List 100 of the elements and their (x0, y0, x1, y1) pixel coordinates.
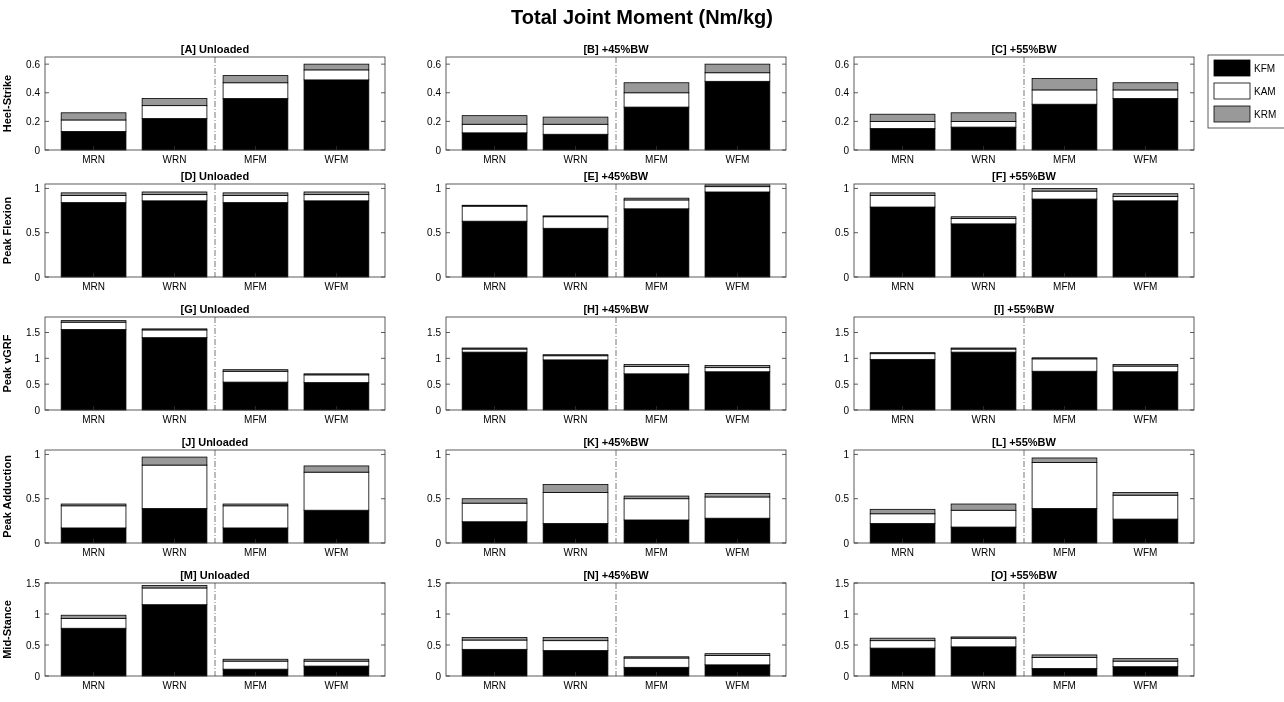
chart-title: [A] Unloaded (180, 43, 250, 55)
x-tick-label: MRN (891, 154, 914, 165)
y-tick-label: 0 (34, 271, 41, 283)
bar (1112, 193, 1179, 197)
y-tick-label: 0.5 (26, 227, 41, 239)
y-tick-label: 1 (435, 608, 442, 620)
y-tick-label: 0.5 (835, 227, 850, 239)
y-tick-label: 0 (843, 537, 850, 549)
y-tick-label: 0 (435, 144, 442, 156)
x-tick-label: WFM (324, 281, 349, 292)
y-tick-label: 1 (843, 352, 850, 364)
y-tick-label: 1.5 (835, 577, 850, 589)
y-tick-label: 0.5 (835, 378, 850, 390)
x-tick-label: WRN (971, 547, 996, 558)
y-axis-title: Peak Flexion (1, 196, 13, 265)
bar (461, 351, 528, 411)
y-tick-label: 1 (34, 182, 41, 194)
chart-title: [C] +55%BW (991, 43, 1058, 55)
bar (869, 358, 936, 411)
x-tick-label: MRN (483, 154, 506, 165)
bar (704, 365, 771, 369)
y-tick-label: 1 (34, 608, 41, 620)
chart-title: [I] +55%BW (993, 303, 1055, 315)
y-tick-label: 1 (843, 448, 850, 460)
y-tick-label: 0 (435, 537, 442, 549)
x-tick-label: WFM (1133, 281, 1158, 292)
chart-title: [G] Unloaded (180, 303, 250, 315)
y-tick-label: 0.5 (427, 639, 442, 651)
x-tick-label: MRN (483, 680, 506, 691)
x-tick-label: MRN (82, 547, 105, 558)
x-tick-label: MRN (891, 414, 914, 425)
chart-title: [N] +45%BW (583, 569, 650, 581)
x-tick-label: WRN (563, 547, 588, 558)
chart-title: [L] +55%BW (992, 436, 1057, 448)
y-tick-label: 0.4 (427, 87, 442, 99)
bar (542, 359, 609, 411)
x-tick-label: WRN (971, 680, 996, 691)
y-tick-label: 0 (435, 271, 442, 283)
x-tick-label: WFM (725, 680, 750, 691)
x-tick-label: MFM (645, 547, 668, 558)
y-tick-label: 0.4 (835, 87, 850, 99)
y-tick-label: 0 (34, 404, 41, 416)
x-tick-label: WFM (1133, 547, 1158, 558)
x-tick-label: WRN (563, 414, 588, 425)
x-tick-label: MFM (1053, 154, 1076, 165)
y-tick-label: 0 (843, 271, 850, 283)
y-tick-label: 0.5 (427, 493, 442, 505)
x-tick-label: MRN (891, 547, 914, 558)
x-tick-label: MRN (82, 680, 105, 691)
x-tick-label: WRN (971, 281, 996, 292)
chart-title: [K] +45%BW (583, 436, 650, 448)
x-tick-label: MRN (82, 414, 105, 425)
y-tick-label: 0.5 (26, 378, 41, 390)
y-tick-label: 0.6 (835, 58, 850, 70)
bar (950, 223, 1017, 278)
x-tick-label: WFM (725, 547, 750, 558)
bar (1112, 371, 1179, 411)
x-tick-label: MFM (244, 281, 267, 292)
x-tick-label: WRN (563, 281, 588, 292)
chart-title: [E] +45%BW (583, 170, 649, 182)
y-tick-label: 1.5 (835, 327, 850, 338)
bar (950, 126, 1017, 151)
x-tick-label: WFM (324, 547, 349, 558)
y-tick-label: 0.2 (427, 115, 442, 127)
x-tick-label: MRN (891, 680, 914, 691)
x-tick-label: WRN (563, 680, 588, 691)
x-tick-label: MFM (645, 680, 668, 691)
legend-label: KAM (1254, 85, 1276, 97)
x-tick-label: MFM (645, 154, 668, 165)
y-tick-label: 0.5 (427, 378, 442, 390)
y-tick-label: 1.5 (427, 327, 442, 338)
y-tick-label: 0 (34, 537, 41, 549)
chart-title: [F] +55%BW (992, 170, 1057, 182)
text: Total Joint Moment (Nm/kg) (511, 6, 773, 28)
x-tick-label: WFM (1133, 414, 1158, 425)
x-tick-label: WRN (162, 281, 187, 292)
y-tick-label: 1 (843, 182, 850, 194)
x-tick-label: WRN (563, 154, 588, 165)
y-tick-label: 1 (435, 448, 442, 460)
x-tick-label: WRN (162, 154, 187, 165)
y-tick-label: 0.5 (835, 493, 850, 505)
y-tick-label: 0.5 (26, 493, 41, 505)
x-tick-label: MRN (483, 281, 506, 292)
y-tick-label: 0.5 (427, 227, 442, 239)
y-tick-label: 1 (34, 448, 41, 460)
y-tick-label: 0 (435, 404, 442, 416)
y-tick-label: 1 (843, 608, 850, 620)
x-tick-label: WRN (971, 154, 996, 165)
y-tick-label: 0.5 (26, 639, 41, 651)
x-tick-label: WFM (324, 414, 349, 425)
y-tick-label: 0.5 (835, 639, 850, 651)
x-tick-label: MFM (1053, 281, 1076, 292)
x-tick-label: MRN (483, 547, 506, 558)
y-tick-label: 0.6 (26, 58, 41, 70)
x-tick-label: WFM (324, 680, 349, 691)
x-tick-label: MFM (645, 414, 668, 425)
chart-title: [M] Unloaded (180, 569, 250, 581)
y-tick-label: 0 (435, 670, 442, 682)
y-tick-label: 1.5 (26, 327, 41, 338)
x-tick-label: MFM (1053, 547, 1076, 558)
